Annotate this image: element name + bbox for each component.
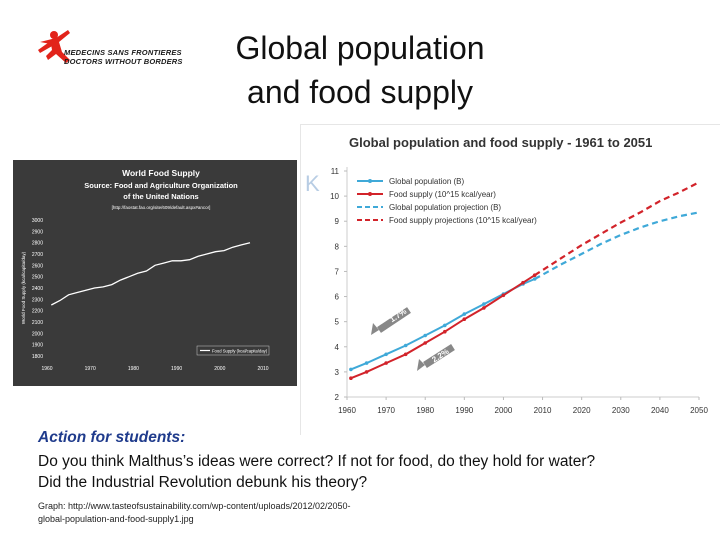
left-y-tick: 2600 bbox=[32, 263, 43, 269]
left-y-tick: 2800 bbox=[32, 241, 43, 247]
right-x-tick: 2020 bbox=[573, 406, 591, 415]
left-y-tick: 2000 bbox=[32, 331, 43, 337]
title-line-2: and food supply bbox=[247, 74, 473, 110]
right-y-tick: 7 bbox=[335, 267, 340, 276]
right-x-tick: 1960 bbox=[338, 406, 356, 415]
left-legend-label: Food Supply (kcal/capita/day) bbox=[212, 349, 268, 354]
right-x-tick: 1970 bbox=[377, 406, 395, 415]
k-watermark-icon: K bbox=[305, 171, 320, 196]
right-x-tick: 2040 bbox=[651, 406, 669, 415]
msf-logo bbox=[38, 30, 70, 63]
left-chart-subtitle-2: of the United Nations bbox=[123, 192, 198, 201]
right-x-tick: 2000 bbox=[495, 406, 513, 415]
left-chart-subtitle-1: Source: Food and Agriculture Organizatio… bbox=[84, 181, 238, 190]
series-point-1 bbox=[364, 370, 369, 374]
right-x-tick: 1980 bbox=[416, 406, 434, 415]
left-legend-box bbox=[196, 345, 270, 356]
left-chart-url: [http://faostat.fao.org/site/609/default… bbox=[112, 205, 211, 210]
annotation-arrow-2: 2.2% bbox=[417, 344, 455, 371]
annotation-arrow-1: 1.7% bbox=[371, 307, 411, 335]
legend-label-3: Food supply projections (10^15 kcal/year… bbox=[389, 216, 537, 225]
right-y-tick: 10 bbox=[330, 192, 339, 201]
legend-marker-1 bbox=[368, 192, 372, 196]
right-x-tick: 1990 bbox=[455, 406, 473, 415]
left-y-tick: 1900 bbox=[32, 343, 43, 349]
left-x-tick: 1970 bbox=[85, 366, 96, 372]
left-y-tick: 2300 bbox=[32, 297, 43, 303]
left-y-tick: 2400 bbox=[32, 286, 43, 292]
question-line-2: Did the Industrial Revolution debunk his… bbox=[38, 474, 368, 491]
series-point-1 bbox=[349, 376, 353, 380]
legend-label-0: Global population (B) bbox=[389, 177, 464, 186]
left-y-tick: 2700 bbox=[32, 252, 43, 258]
right-chart-title: Global population and food supply - 1961… bbox=[349, 135, 652, 150]
series-point-0 bbox=[462, 312, 467, 316]
series-point-1 bbox=[423, 341, 427, 345]
series-point-1 bbox=[384, 361, 388, 365]
left-x-tick: 1960 bbox=[41, 366, 52, 372]
graph-source: Graph: http://www.tasteofsustainability.… bbox=[38, 500, 418, 526]
left-food-supply-line bbox=[51, 242, 251, 306]
title-line-1: Global population bbox=[235, 30, 485, 66]
left-chart-ylabel: World Food Supply (kcal/capita/day) bbox=[21, 251, 26, 324]
legend-marker-0 bbox=[368, 179, 372, 183]
series-line-2 bbox=[534, 211, 700, 280]
left-y-tick: 2900 bbox=[32, 229, 43, 235]
right-x-tick: 2010 bbox=[534, 406, 552, 415]
series-point-0 bbox=[364, 361, 369, 365]
left-x-tick: 1990 bbox=[171, 366, 182, 372]
source-line-1: Graph: http://www.tasteofsustainability.… bbox=[38, 501, 351, 511]
series-point-0 bbox=[349, 367, 353, 372]
world-food-supply-svg: World Food Supply Source: Food and Agric… bbox=[21, 168, 270, 372]
slide-title: Global population and food supply bbox=[205, 26, 515, 114]
right-y-tick: 2 bbox=[335, 393, 340, 402]
right-y-tick: 5 bbox=[335, 318, 340, 327]
logo-line-1: MEDECINS SANS FRONTIERES bbox=[64, 48, 182, 57]
series-point-1 bbox=[443, 329, 447, 334]
world-food-supply-chart: World Food Supply Source: Food and Agric… bbox=[13, 160, 297, 386]
right-y-tick: 9 bbox=[335, 217, 340, 226]
right-x-tick: 2030 bbox=[612, 406, 630, 415]
left-x-tick: 2000 bbox=[214, 366, 225, 372]
series-point-1 bbox=[501, 293, 506, 298]
logo-text: MEDECINS SANS FRONTIERES DOCTORS WITHOUT… bbox=[64, 48, 183, 66]
question-line-1: Do you think Malthus’s ideas were correc… bbox=[38, 453, 596, 470]
series-point-1 bbox=[521, 280, 525, 285]
series-point-1 bbox=[482, 306, 486, 310]
series-point-0 bbox=[403, 343, 408, 348]
left-y-tick: 2500 bbox=[32, 275, 43, 281]
series-line-3 bbox=[534, 181, 700, 277]
series-point-0 bbox=[443, 323, 447, 328]
legend-label-2: Global population projection (B) bbox=[389, 203, 501, 212]
left-y-tick: 2200 bbox=[32, 309, 43, 315]
series-point-0 bbox=[384, 352, 388, 357]
discussion-question: Do you think Malthus’s ideas were correc… bbox=[38, 451, 708, 493]
population-food-svg: Global population and food supply - 1961… bbox=[305, 135, 708, 415]
right-y-tick: 4 bbox=[335, 343, 340, 352]
legend-label-1: Food supply (10^15 kcal/year) bbox=[389, 190, 496, 199]
left-y-tick: 2100 bbox=[32, 320, 43, 326]
left-y-tick: 1800 bbox=[32, 354, 43, 360]
series-point-0 bbox=[482, 302, 486, 306]
series-point-1 bbox=[403, 352, 408, 357]
msf-running-man-icon bbox=[38, 30, 70, 63]
right-y-tick: 3 bbox=[335, 368, 340, 377]
right-y-tick: 11 bbox=[331, 167, 340, 176]
population-food-projection-chart: Global population and food supply - 1961… bbox=[300, 124, 720, 435]
series-point-0 bbox=[423, 333, 427, 338]
left-x-tick: 2010 bbox=[257, 366, 268, 372]
logo-line-2: DOCTORS WITHOUT BORDERS bbox=[64, 57, 183, 66]
right-x-tick: 2050 bbox=[690, 406, 708, 415]
right-y-tick: 6 bbox=[335, 293, 340, 302]
series-point-1 bbox=[462, 317, 467, 321]
right-y-tick: 8 bbox=[335, 242, 340, 251]
left-chart-title: World Food Supply bbox=[122, 168, 200, 178]
source-line-2: global-population-and-food-supply1.jpg bbox=[38, 514, 194, 524]
action-heading: Action for students: bbox=[38, 429, 186, 446]
left-y-tick: 3000 bbox=[32, 218, 43, 224]
left-x-tick: 1980 bbox=[128, 366, 139, 372]
